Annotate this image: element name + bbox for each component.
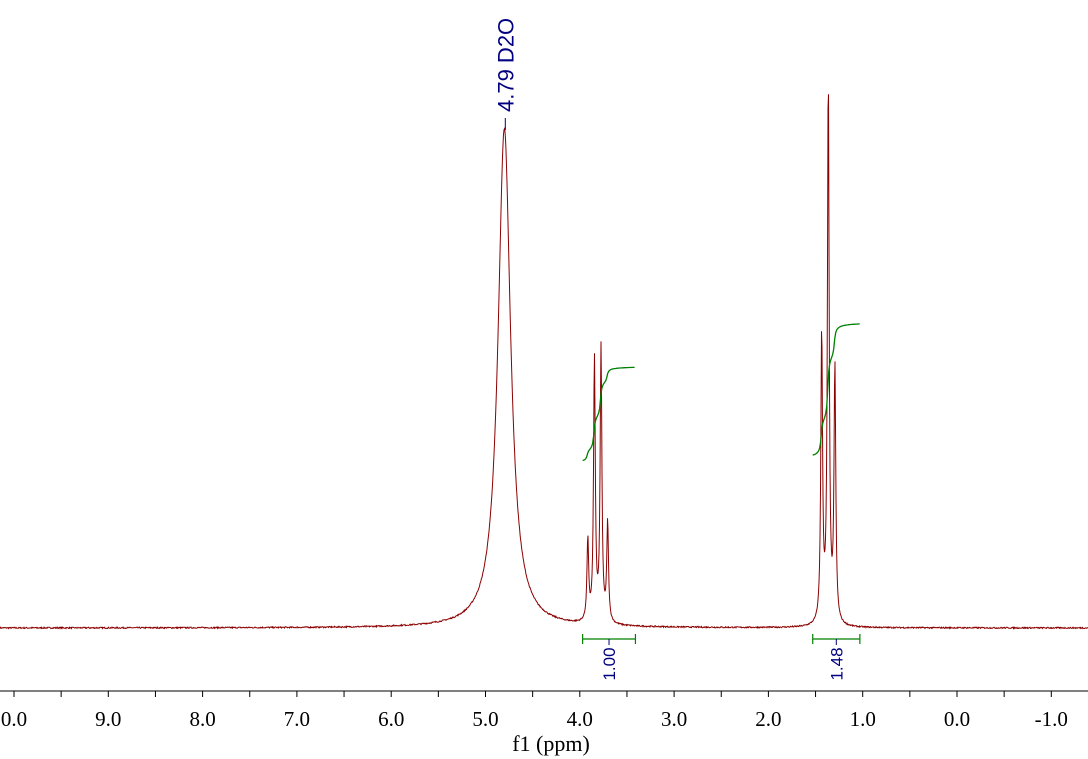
x-tick-label: 4.0 [567, 707, 593, 731]
integral-curve [812, 323, 860, 456]
x-tick-label: 2.0 [755, 707, 781, 731]
x-tick-label: 7.0 [284, 707, 310, 731]
integral-value-label: 1.00 [600, 647, 619, 680]
x-tick-label: 0.0 [1, 707, 27, 731]
integral-curve [582, 366, 635, 462]
peak-label-text: 4.79 D2O [493, 18, 518, 112]
x-tick-label: 8.0 [189, 707, 215, 731]
x-tick-label: -1.0 [1035, 707, 1068, 731]
x-tick-label: 0.0 [944, 707, 970, 731]
x-tick-label: 1.0 [850, 707, 876, 731]
x-tick-label: 6.0 [378, 707, 404, 731]
spectrum-layer [0, 94, 1088, 630]
spectrum-trace [0, 94, 1088, 630]
peak-label-layer: 4.79 D2O [493, 18, 518, 130]
x-axis: 0.0 9.0 8.0 7.0 6.0 5.0 4.0 3.0 2.0 1.0 0.0 -1.0 [0, 690, 1088, 731]
integral-layer: 1.00 1.48 [582, 323, 861, 681]
x-tick-label: 3.0 [661, 707, 687, 731]
x-axis-title: f1 (ppm) [512, 731, 590, 756]
x-tick-label: 5.0 [472, 707, 498, 731]
x-tick-label: 9.0 [95, 707, 121, 731]
integral-value-label: 1.48 [827, 647, 846, 680]
